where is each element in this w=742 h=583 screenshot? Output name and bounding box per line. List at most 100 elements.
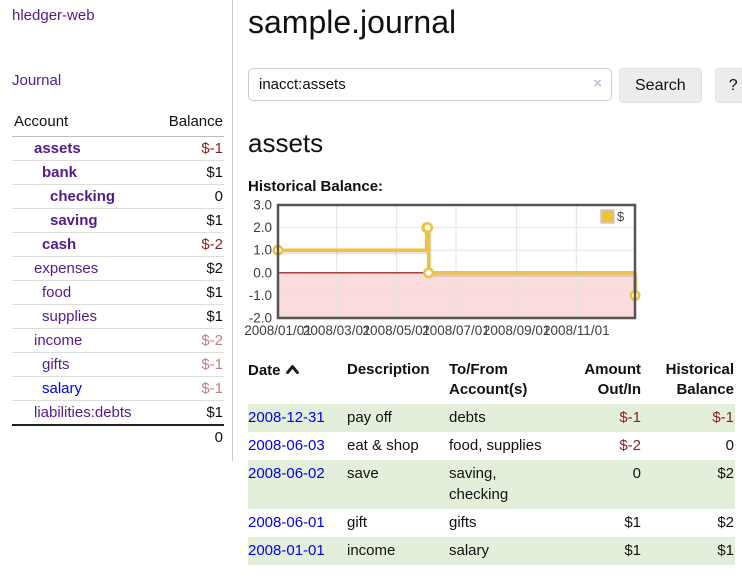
date-header-label: Date [248, 362, 281, 379]
accounts-body: assets $-1 bank $1 checking 0 saving $1 cash $-2 e… [12, 136, 224, 426]
chart-y-tick: 0.0 [253, 265, 272, 280]
account-balance: $-1 [155, 352, 224, 377]
transaction-description: gift [347, 514, 368, 531]
description-column-header: Description [347, 361, 430, 378]
account-link[interactable]: food [42, 284, 72, 301]
sort-ascending-icon [285, 360, 299, 380]
account-balance: $1 [155, 280, 224, 305]
transaction-balance: $2 [717, 465, 734, 482]
account-link[interactable]: gifts [42, 356, 70, 373]
main-content: sample.journal × Search ? assets Histori… [233, 0, 742, 583]
chart-data-point [422, 222, 434, 234]
transaction-amount: $1 [624, 542, 641, 559]
transaction-balance: $-1 [712, 409, 734, 426]
search-bar: × Search ? [248, 68, 742, 103]
transaction-date-link[interactable]: 2008-06-01 [248, 514, 325, 531]
account-balance: $1 [155, 304, 224, 329]
tofrom-column-header: To/From Account(s) [449, 361, 528, 398]
page-title: sample.journal [248, 4, 457, 40]
account-balance: $-2 [155, 328, 224, 353]
search-button[interactable]: Search [619, 68, 702, 103]
chart-x-tick: 2008/05/01 [363, 323, 431, 338]
svg-text:$: $ [617, 209, 625, 224]
transaction-date-link[interactable]: 2008-12-31 [248, 409, 325, 426]
account-row: supplies $1 [12, 304, 224, 329]
transaction-amount: $-2 [619, 437, 641, 454]
account-link[interactable]: cash [42, 236, 77, 253]
transaction-balance: $2 [717, 514, 734, 531]
account-balance: $-1 [155, 376, 224, 401]
transaction-amount: 0 [632, 465, 641, 482]
transaction-accounts: gifts [449, 514, 477, 531]
register-row: 2008-06-03 eat & shop food, supplies $-2 0 [248, 432, 735, 460]
account-row: expenses $2 [12, 256, 224, 281]
account-link[interactable]: income [34, 332, 83, 349]
account-row: income $-2 [12, 328, 224, 353]
register-row: 2008-06-02 save saving, checking 0 $2 [248, 460, 735, 509]
transaction-accounts: debts [449, 409, 486, 426]
search-input[interactable] [248, 68, 612, 101]
chart-title: Historical Balance: [248, 178, 384, 195]
chart-y-tick: 1.0 [253, 243, 272, 258]
app-title-link[interactable]: hledger-web [12, 7, 95, 24]
account-link[interactable]: bank [42, 164, 78, 181]
account-row: assets $-1 [12, 136, 224, 161]
chart-y-tick: -2.0 [249, 311, 272, 326]
chart-x-tick: 2008/11/01 [543, 323, 610, 338]
transaction-date-link[interactable]: 2008-01-01 [248, 542, 325, 559]
transaction-description: pay off [347, 409, 392, 426]
account-balance: $2 [155, 256, 224, 281]
transaction-balance: 0 [725, 437, 734, 454]
account-row: checking 0 [12, 184, 224, 209]
chart-y-tick: 2.0 [253, 220, 272, 235]
account-link[interactable]: supplies [42, 308, 98, 325]
account-link[interactable]: assets [34, 140, 81, 157]
chart-x-tick: 2008/03/01 [303, 323, 371, 338]
account-link[interactable]: liabilities:debts [34, 404, 132, 421]
account-balance: $1 [155, 160, 224, 185]
transaction-date-link[interactable]: 2008-06-02 [248, 465, 325, 482]
chart-legend: $ [600, 209, 625, 224]
accounts-header-row: Account Balance [12, 109, 224, 137]
account-link[interactable]: saving [50, 212, 98, 229]
chart-x-tick: 2008/09/01 [483, 323, 551, 338]
account-balance: $-1 [155, 136, 224, 161]
account-link[interactable]: checking [50, 188, 116, 205]
total-label-cell [12, 424, 156, 449]
account-balance: 0 [155, 184, 224, 209]
account-link[interactable]: salary [42, 380, 83, 397]
account-balance: $1 [155, 208, 224, 233]
register-header-row: Date Description To/From Account(s) Amou… [248, 358, 735, 404]
transaction-amount: $-1 [619, 409, 641, 426]
register-table: Date Description To/From Account(s) Amou… [248, 358, 735, 565]
accounts-table: Account Balance assets $-1 bank $1 checking 0… [12, 109, 224, 449]
chart-y-tick: -1.0 [249, 288, 272, 303]
register-row: 2008-01-01 income salary $1 $1 [248, 537, 735, 565]
transaction-description: eat & shop [347, 437, 419, 454]
clear-search-icon[interactable]: × [593, 75, 602, 92]
register-body: 2008-12-31 pay off debts $-1 $-1 2008-06-03 ea… [248, 404, 735, 565]
amount-column-header: Amount Out/In [584, 361, 641, 398]
balance-column-header: Balance [155, 109, 224, 137]
account-row: salary $-1 [12, 376, 224, 401]
chart-plot-border [276, 203, 637, 320]
balance-chart[interactable]: $3.0 2.0 1.0 0.0 -1.0 -2.0 2008/01/01 2008/03/0… [244, 198, 742, 341]
account-balance: $-2 [155, 232, 224, 257]
transaction-accounts: salary [449, 542, 490, 559]
accounts-total-row: 0 [12, 424, 224, 449]
date-column-header[interactable]: Date [248, 358, 347, 404]
journal-link[interactable]: Journal [12, 72, 62, 89]
account-link[interactable]: expenses [34, 260, 99, 277]
account-row: cash $-2 [12, 232, 224, 257]
help-button[interactable]: ? [714, 68, 742, 103]
account-balance: $1 [206, 404, 223, 421]
transaction-accounts: saving, checking [449, 465, 509, 503]
search-input-wrap: × [248, 68, 612, 103]
transaction-date-link[interactable]: 2008-06-03 [248, 437, 325, 454]
account-row: saving $1 [12, 208, 224, 233]
register-row: 2008-06-01 gift gifts $1 $2 [248, 509, 735, 537]
account-row: food $1 [12, 280, 224, 305]
account-row: bank $1 [12, 160, 224, 185]
chart-x-tick: 2008/07/01 [422, 323, 490, 338]
